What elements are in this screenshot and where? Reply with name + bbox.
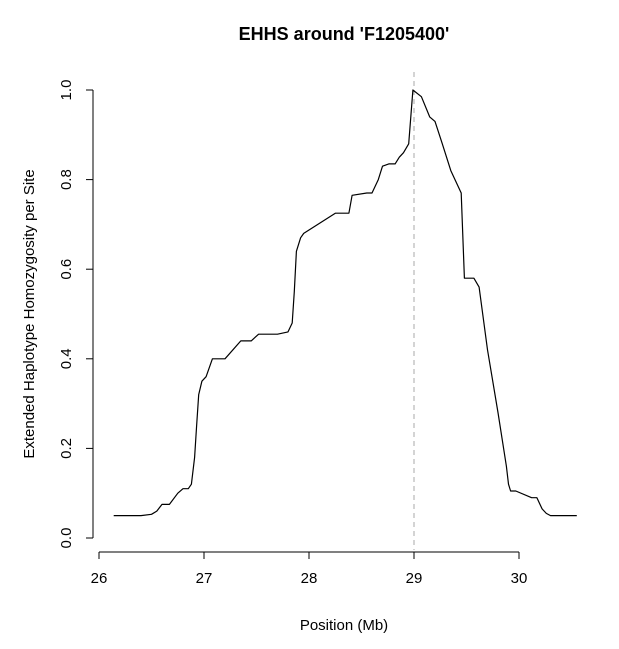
plot-area [113,72,577,550]
y-tick-label: 0.8 [58,169,75,190]
x-tick-label: 26 [91,570,108,587]
y-tick-label: 0.2 [58,438,75,459]
chart-title: EHHS around 'F1205400' [239,24,450,44]
x-axis: 26 27 28 29 30 [91,551,528,587]
y-tick-label: 0.6 [58,259,75,280]
x-axis-title: Position (Mb) [300,617,388,634]
x-tick-label: 30 [511,570,528,587]
x-tick-label: 28 [301,570,318,587]
y-tick-label: 0.0 [58,528,75,549]
y-tick-label: 1.0 [58,80,75,101]
y-axis-title: Extended Haplotype Homozygosity per Site [21,169,38,458]
y-tick-label: 0.4 [58,348,75,369]
x-tick-label: 29 [406,570,423,587]
y-axis: 0.0 0.2 0.4 0.6 0.8 1.0 [58,80,94,549]
x-tick-label: 27 [196,570,213,587]
ehhs-series-line [113,89,577,517]
